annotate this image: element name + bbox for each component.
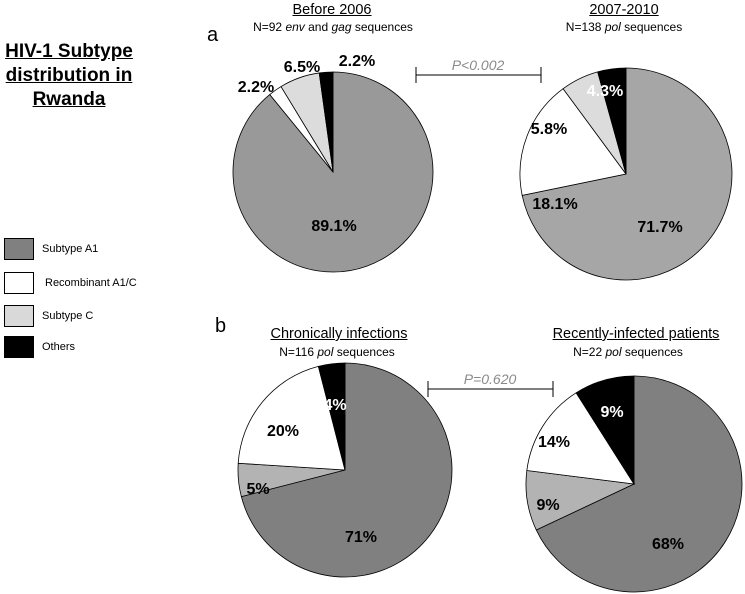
pie-slice-recombinant-a1-c	[526, 392, 635, 485]
pie-data-label: 14%	[538, 434, 570, 451]
legend-swatch	[4, 272, 34, 294]
chart-title: Recently-infected patients	[552, 326, 720, 342]
legend-label: Others	[42, 341, 76, 353]
legend-swatch	[4, 336, 34, 358]
pie-chart: 68% 9% 14% 9%	[525, 375, 743, 593]
pie-data-label: 68%	[652, 536, 684, 553]
legend-swatch	[4, 305, 34, 327]
pie-chart: 71.7% 18.1% 5.8% 4.3%	[519, 67, 733, 281]
pie-slice-others	[317, 362, 346, 471]
pie-data-label: 4%	[323, 397, 346, 414]
pie-data-label: 9%	[600, 404, 623, 421]
pie-data-label: 89.1%	[311, 218, 356, 235]
legend-label: Recombinant A1/C	[45, 277, 137, 289]
chart-title: 2007-2010	[589, 2, 659, 18]
pie-slice-others	[575, 375, 635, 486]
pie-data-label: 71%	[345, 529, 377, 546]
panel-letter-a: a	[207, 24, 219, 46]
pie-slice-others	[597, 67, 627, 175]
p-value-a: P<0.002	[451, 57, 505, 73]
pie-slice-recombinant-a1-c	[519, 88, 627, 196]
pie-data-label: 2.2%	[339, 53, 375, 70]
pie-data-label: 71.7%	[637, 219, 682, 236]
pie-data-label: 2.2%	[238, 79, 274, 96]
pie-data-label: 5%	[246, 481, 269, 498]
p-value-b: P=0.620	[463, 371, 517, 387]
chart-subtitle: N=92 env and gag sequences	[253, 20, 413, 34]
pie-data-label: 5.8%	[531, 121, 567, 138]
significance-bracket-b	[427, 381, 554, 397]
chart-subtitle: N=138 pol sequences	[565, 20, 683, 34]
pie-slice-others	[318, 71, 334, 173]
legend-swatch	[4, 238, 34, 260]
chart-subtitle: N=22 pol sequences	[573, 345, 683, 359]
pie-data-label: 18.1%	[532, 196, 577, 213]
chart-title: Chronically infections	[270, 326, 408, 342]
pie-data-label: 6.5%	[284, 59, 320, 76]
legend-label: Subtype A1	[42, 243, 99, 255]
pie-slice-subtype-a1	[535, 375, 743, 593]
pie-data-label: 20%	[267, 423, 299, 440]
pie-data-label: 9%	[536, 497, 559, 514]
pie-chart: 71% 5% 20% 4%	[237, 362, 453, 578]
significance-bracket-a	[415, 67, 542, 83]
pie-data-label: 4.3%	[587, 83, 623, 100]
pie-chart: 89.1% 2.2% 6.5% 2.2%	[232, 53, 434, 273]
chart-subtitle: N=116 pol sequences	[279, 345, 395, 359]
figure-title: HIV-1 Subtype distribution in Rwanda	[5, 41, 133, 110]
pie-slice-subtype-a1	[521, 67, 733, 281]
chart-title: Before 2006	[292, 2, 372, 18]
pie-slice-subtype-a1	[240, 362, 453, 578]
panel-letter-b: b	[215, 315, 227, 337]
pie-slice-recombinant-a1-c	[237, 365, 346, 471]
legend-label: Subtype C	[42, 310, 94, 322]
